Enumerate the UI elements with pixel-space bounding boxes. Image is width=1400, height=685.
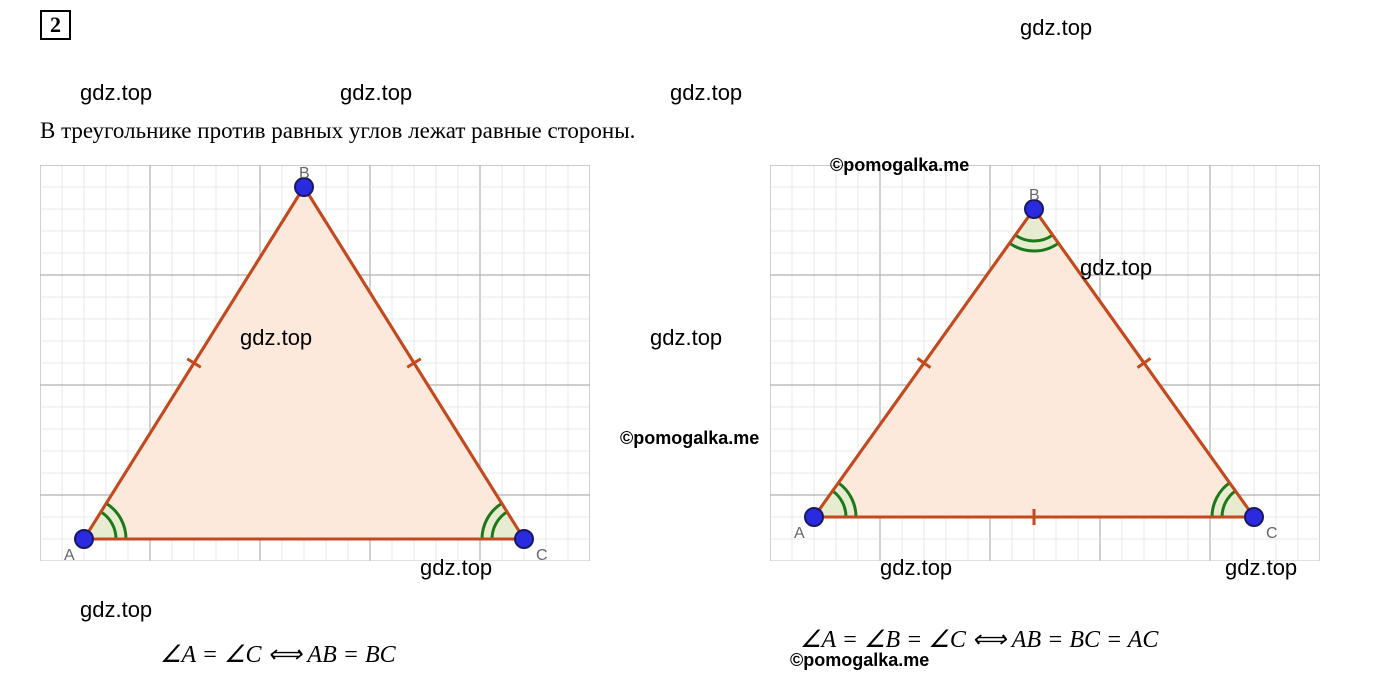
- watermark-gdz: gdz.top: [1020, 15, 1092, 41]
- vertex-label-B: B: [1029, 187, 1040, 205]
- formula-left: ∠A = ∠C ⟺ AB = BC: [160, 640, 396, 669]
- vertex-label-C: C: [1266, 525, 1278, 543]
- watermark-pomogalka: ©pomogalka.me: [620, 428, 759, 449]
- triangle-right-svg: [770, 165, 1320, 561]
- triangle-left-svg: [40, 165, 590, 561]
- vertex-label-C: C: [536, 547, 548, 565]
- watermark-gdz: gdz.top: [340, 80, 412, 106]
- vertex-label-B: B: [299, 165, 310, 183]
- formula-right: ∠A = ∠B = ∠C ⟺ AB = BC = AC: [800, 625, 1158, 654]
- watermark-gdz: gdz.top: [670, 80, 742, 106]
- watermark-gdz: gdz.top: [650, 325, 722, 351]
- vertex-label-A: A: [64, 547, 75, 565]
- theorem-statement: В треугольнике против равных углов лежат…: [40, 118, 635, 144]
- vertex-label-A: A: [794, 525, 805, 543]
- watermark-gdz: gdz.top: [80, 80, 152, 106]
- diagram-left: ABC: [40, 165, 590, 561]
- watermark-gdz: gdz.top: [80, 597, 152, 623]
- diagram-right: A B C: [770, 165, 1320, 561]
- problem-number: 2: [40, 10, 71, 40]
